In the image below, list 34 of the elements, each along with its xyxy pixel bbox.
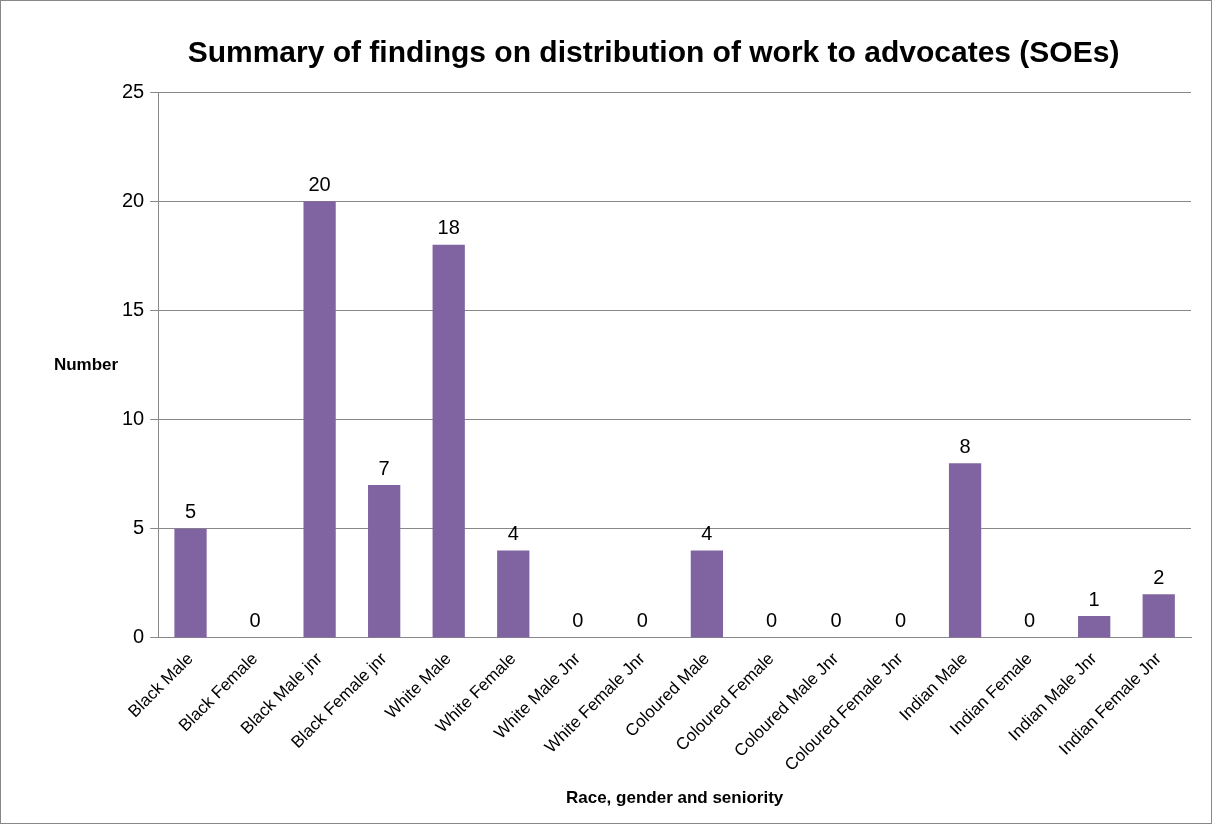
bar (432, 244, 465, 638)
bar (303, 201, 336, 638)
data-label: 0 (830, 609, 842, 632)
y-axis-title: Number (53, 354, 119, 374)
y-tick-label: 20 (122, 188, 145, 211)
bar (497, 550, 530, 638)
data-label: 0 (636, 609, 648, 632)
bar (174, 528, 207, 638)
bar (690, 550, 724, 638)
data-label: 2 (1153, 565, 1165, 588)
data-label: 1 (1088, 587, 1100, 610)
x-axis-title: Race, gender and seniority (565, 788, 784, 808)
data-label: 0 (572, 609, 584, 632)
bar (948, 463, 982, 638)
y-tick-label: 5 (133, 516, 145, 539)
bar (1078, 616, 1111, 638)
y-tick-label: 10 (122, 407, 145, 430)
data-label: 7 (378, 456, 390, 479)
data-label: 0 (1024, 609, 1036, 632)
data-label: 8 (959, 434, 971, 457)
data-label: 4 (701, 522, 713, 545)
bar (368, 485, 401, 638)
y-tick-label: 25 (122, 79, 145, 102)
bar (1142, 594, 1175, 638)
y-tick-label: 0 (133, 625, 145, 648)
data-label: 20 (308, 172, 331, 195)
data-label: 0 (894, 609, 907, 632)
data-label: 18 (437, 216, 460, 239)
data-label: 0 (765, 609, 778, 632)
chart-title: Summary of findings on distribution of work to advocates (SOEs) (187, 35, 1120, 69)
data-label: 5 (184, 500, 197, 523)
data-label: 4 (507, 522, 519, 545)
y-tick-label: 15 (122, 297, 145, 320)
data-label: 0 (249, 609, 261, 632)
